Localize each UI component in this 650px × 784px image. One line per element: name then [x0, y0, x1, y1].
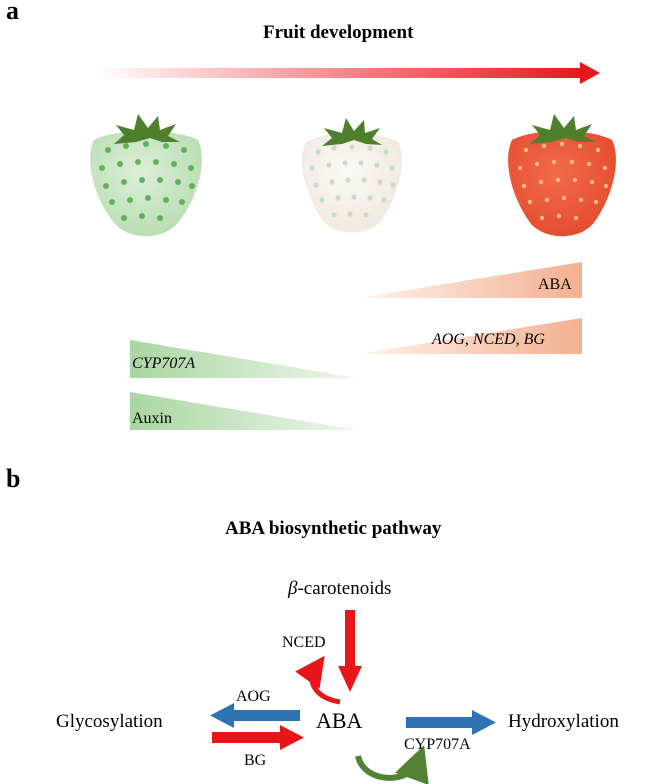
hydroxylation-arrow: [406, 710, 496, 735]
gene-aog: AOG: [432, 331, 465, 348]
fruit-development-title: Fruit development: [263, 22, 414, 43]
white-strawberry-seeds: [309, 144, 396, 218]
red-strawberry-seeds: [517, 141, 609, 221]
cyp707a-label: CYP707A: [132, 355, 196, 372]
aba-increase-wedge: [358, 262, 582, 298]
panel-b-label: b: [6, 464, 21, 493]
panel-a-label: a: [6, 0, 19, 25]
aba-label: ABA: [538, 276, 572, 293]
auxin-decrease-wedge: [130, 392, 358, 430]
green-strawberry-seeds: [99, 141, 195, 221]
aog-arrow: [210, 703, 300, 728]
beta-symbol: β: [288, 578, 298, 599]
cyp707a-pathway-label: CYP707A: [404, 736, 471, 753]
green-strawberry: [90, 114, 202, 237]
glycosylation-label: Glycosylation: [56, 711, 163, 732]
cyp707a-decrease-wedge: [130, 340, 358, 378]
gene-bg: BG: [523, 331, 545, 348]
genes-increase-wedge: [358, 318, 582, 354]
gene-nced: NCED: [472, 331, 516, 348]
genes-label: AOG, NCED, BG: [432, 331, 545, 349]
development-arrow: [96, 62, 600, 84]
nced-label: NCED: [282, 634, 326, 651]
aba-pathway-title: ABA biosynthetic pathway: [225, 518, 442, 539]
gene-separator-1: ,: [464, 331, 473, 348]
white-strawberry: [302, 118, 402, 233]
nced-curved-arrow: [295, 655, 341, 705]
bg-label: BG: [244, 752, 267, 769]
beta-carotenoids-label: β-carotenoids: [288, 578, 391, 600]
auxin-label: Auxin: [132, 410, 172, 427]
gene-separator-2: ,: [515, 331, 524, 348]
red-strawberry: [508, 114, 616, 237]
aog-label: AOG: [236, 688, 271, 705]
cyp707a-curved-arrow: [355, 745, 429, 784]
bg-arrow: [212, 725, 304, 750]
carotenoid-to-aba-arrow: [338, 610, 362, 692]
aba-center-label: ABA: [316, 708, 363, 733]
carotenoids-text: -carotenoids: [297, 578, 392, 599]
hydroxylation-label: Hydroxylation: [508, 711, 619, 732]
